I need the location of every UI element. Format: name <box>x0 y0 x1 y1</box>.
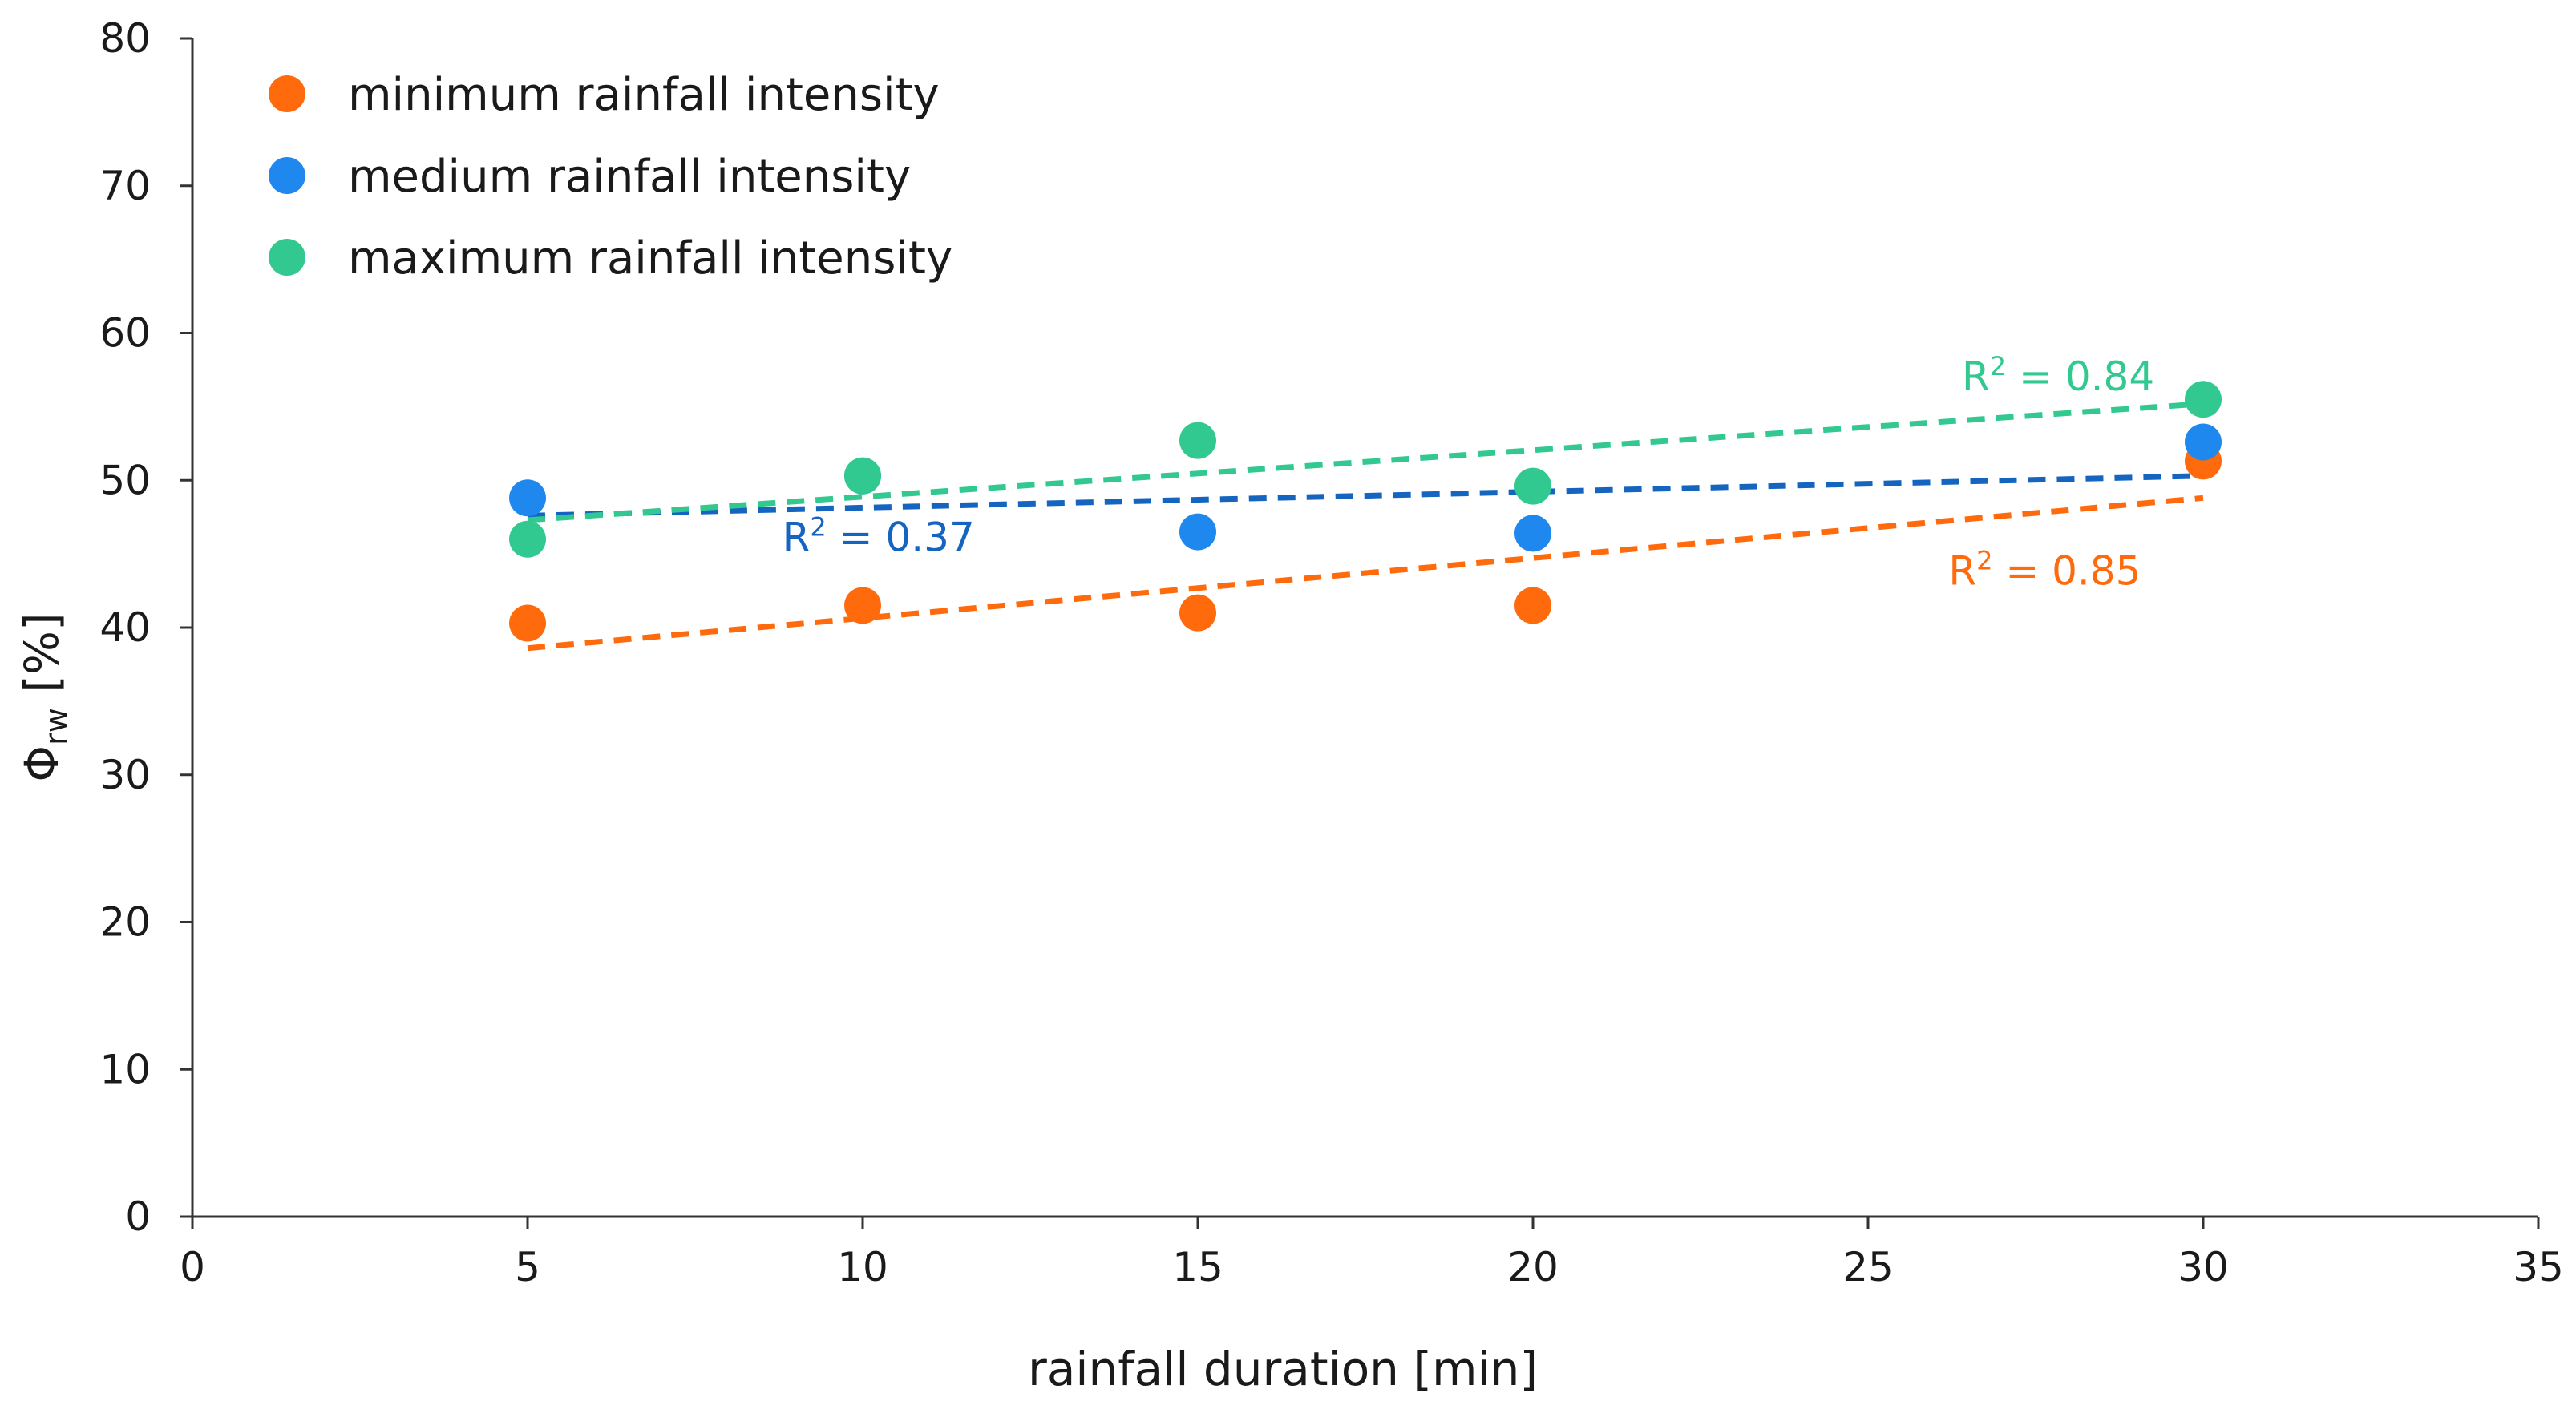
y-tick-label: 0 <box>125 1193 151 1240</box>
r2-label-min: R2 = 0.85 <box>1948 546 2141 595</box>
y-tick-label: 50 <box>99 457 151 503</box>
x-tick-label: 25 <box>1842 1244 1894 1290</box>
point-max <box>844 457 881 495</box>
point-min <box>1514 587 1551 624</box>
trend-line-med <box>527 473 2204 519</box>
point-min <box>844 587 881 624</box>
r2-letter: R <box>783 514 811 560</box>
point-min <box>1179 594 1216 632</box>
point-med <box>509 479 546 517</box>
legend-label-max: maximum rainfall intensity <box>348 232 952 285</box>
point-max <box>1179 422 1216 459</box>
r2-value: = 0.84 <box>2006 353 2154 400</box>
legend-marker-min <box>269 75 305 112</box>
r2-superscript: 2 <box>810 511 826 542</box>
trend-line-max <box>527 401 2204 523</box>
x-tick-label: 15 <box>1172 1244 1223 1290</box>
legend-marker-max <box>269 239 305 276</box>
y-axis-title-unit: [%] <box>14 612 69 708</box>
legend: minimum rainfall intensity medium rainfal… <box>269 69 952 285</box>
y-axis-title-subscript: rw <box>38 708 74 745</box>
x-ticks: 0 5 10 15 20 25 30 35 <box>180 1217 2564 1290</box>
point-max <box>2185 381 2222 418</box>
point-max <box>509 520 546 558</box>
y-axis-title: Φrw [%] <box>14 612 74 781</box>
r2-label-max: R2 = 0.84 <box>1962 351 2154 400</box>
r2-letter: R <box>1948 548 1976 595</box>
point-max <box>1514 467 1551 505</box>
y-tick-label: 10 <box>99 1046 151 1092</box>
r2-value: = 0.85 <box>1992 548 2141 595</box>
r2-letter: R <box>1962 353 1990 400</box>
r2-value: = 0.37 <box>827 514 975 560</box>
x-tick-label: 20 <box>1507 1244 1559 1290</box>
y-tick-label: 20 <box>99 899 151 946</box>
y-tick-label: 30 <box>99 752 151 798</box>
legend-label-min: minimum rainfall intensity <box>348 69 940 121</box>
trend-line-min <box>527 495 2204 652</box>
trend-lines <box>527 401 2204 652</box>
point-min <box>509 604 546 642</box>
legend-label-med: medium rainfall intensity <box>348 151 911 203</box>
r2-superscript: 2 <box>1976 546 1992 576</box>
y-tick-label: 80 <box>99 15 151 62</box>
x-tick-label: 10 <box>837 1244 888 1290</box>
x-tick-label: 5 <box>515 1244 540 1290</box>
r2-label-med: R2 = 0.37 <box>783 511 975 560</box>
x-tick-label: 30 <box>2178 1244 2229 1290</box>
y-tick-label: 60 <box>99 310 151 357</box>
point-med <box>2185 423 2222 461</box>
y-tick-label: 70 <box>99 163 151 209</box>
y-axis-title-base: Φ <box>14 745 69 782</box>
legend-marker-med <box>269 157 305 194</box>
x-tick-label: 35 <box>2513 1244 2564 1290</box>
point-med <box>1514 515 1551 552</box>
x-tick-label: 0 <box>180 1244 205 1290</box>
y-tick-label: 40 <box>99 604 151 651</box>
data-points <box>509 381 2222 642</box>
point-med <box>1179 513 1216 551</box>
x-axis-title: rainfall duration [min] <box>1028 1342 1538 1396</box>
r2-superscript: 2 <box>1990 351 2006 382</box>
y-ticks: 0 10 20 30 40 50 60 70 80 <box>99 15 192 1240</box>
